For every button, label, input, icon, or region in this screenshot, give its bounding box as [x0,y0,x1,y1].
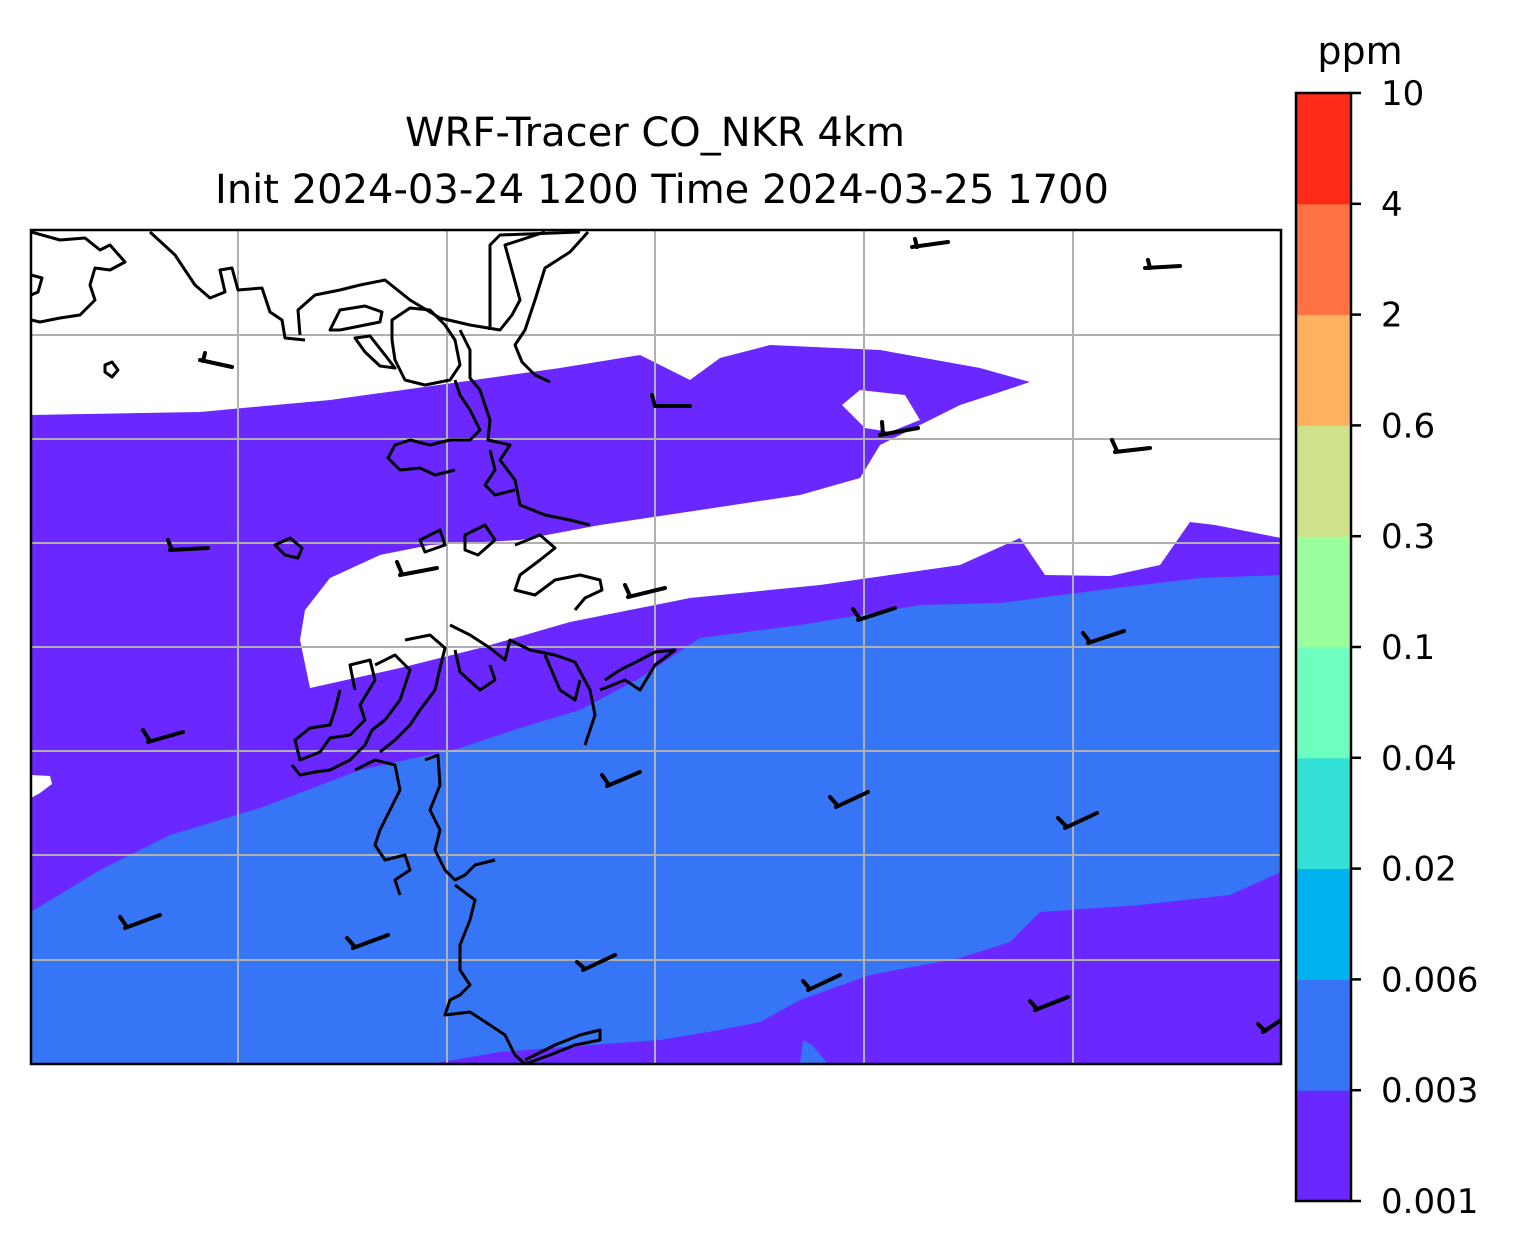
colorbar-segment [1296,757,1351,870]
colorbar-ticks: 0.001 0.003 0.006 0.02 0.04 0.1 0.3 0.6 2 4 10 [1351,74,1478,1222]
map-panel [31,230,1281,1064]
colorbar-tick-label: 0.3 [1381,517,1435,557]
colorbar-tick-label: 2 [1381,296,1403,336]
colorbar-segment [1296,314,1351,426]
map-frame [29,228,1283,1066]
colorbar-tick-label: 0.6 [1381,406,1435,446]
colorbar-tick-label: 0.02 [1381,850,1457,890]
colorbar-segment [1296,536,1351,648]
colorbar-segment [1296,647,1351,759]
wind-barbs [118,237,1281,1034]
colorbar-segment [1296,203,1351,316]
colorbar-segment [1296,868,1351,980]
title-line-2: Init 2024-03-24 1200 Time 2024-03-25 170… [215,167,1109,213]
colorbar-segments [1296,93,1351,1202]
colorbar-segment [1296,93,1351,205]
colorbar-tick-label: 0.1 [1381,628,1435,668]
colorbar-tick-label: 0.003 [1381,1071,1478,1111]
coastlines [31,230,677,1064]
colorbar-unit: ppm [1317,29,1402,73]
title-line-1: WRF-Tracer CO_NKR 4km [405,110,905,156]
colorbar-tick-label: 4 [1381,185,1403,225]
colorbar-segment [1296,425,1351,537]
colorbar-tick-label: 0.006 [1381,960,1478,1000]
colorbar-segment [1296,1090,1351,1202]
tracer-gap-left [31,775,52,798]
tracer-gap [842,390,920,432]
colorbar-tick-label: 10 [1381,74,1424,114]
tracer-band-notch [800,1040,828,1064]
colorbar-segment [1296,979,1351,1091]
colorbar-tick-label: 0.04 [1381,739,1457,779]
colorbar-tick-label: 0.001 [1381,1182,1478,1222]
gridlines [31,230,1281,1064]
colorbar: 0.001 0.003 0.006 0.02 0.04 0.1 0.3 0.6 2 4 10 ppm [1294,29,1478,1222]
